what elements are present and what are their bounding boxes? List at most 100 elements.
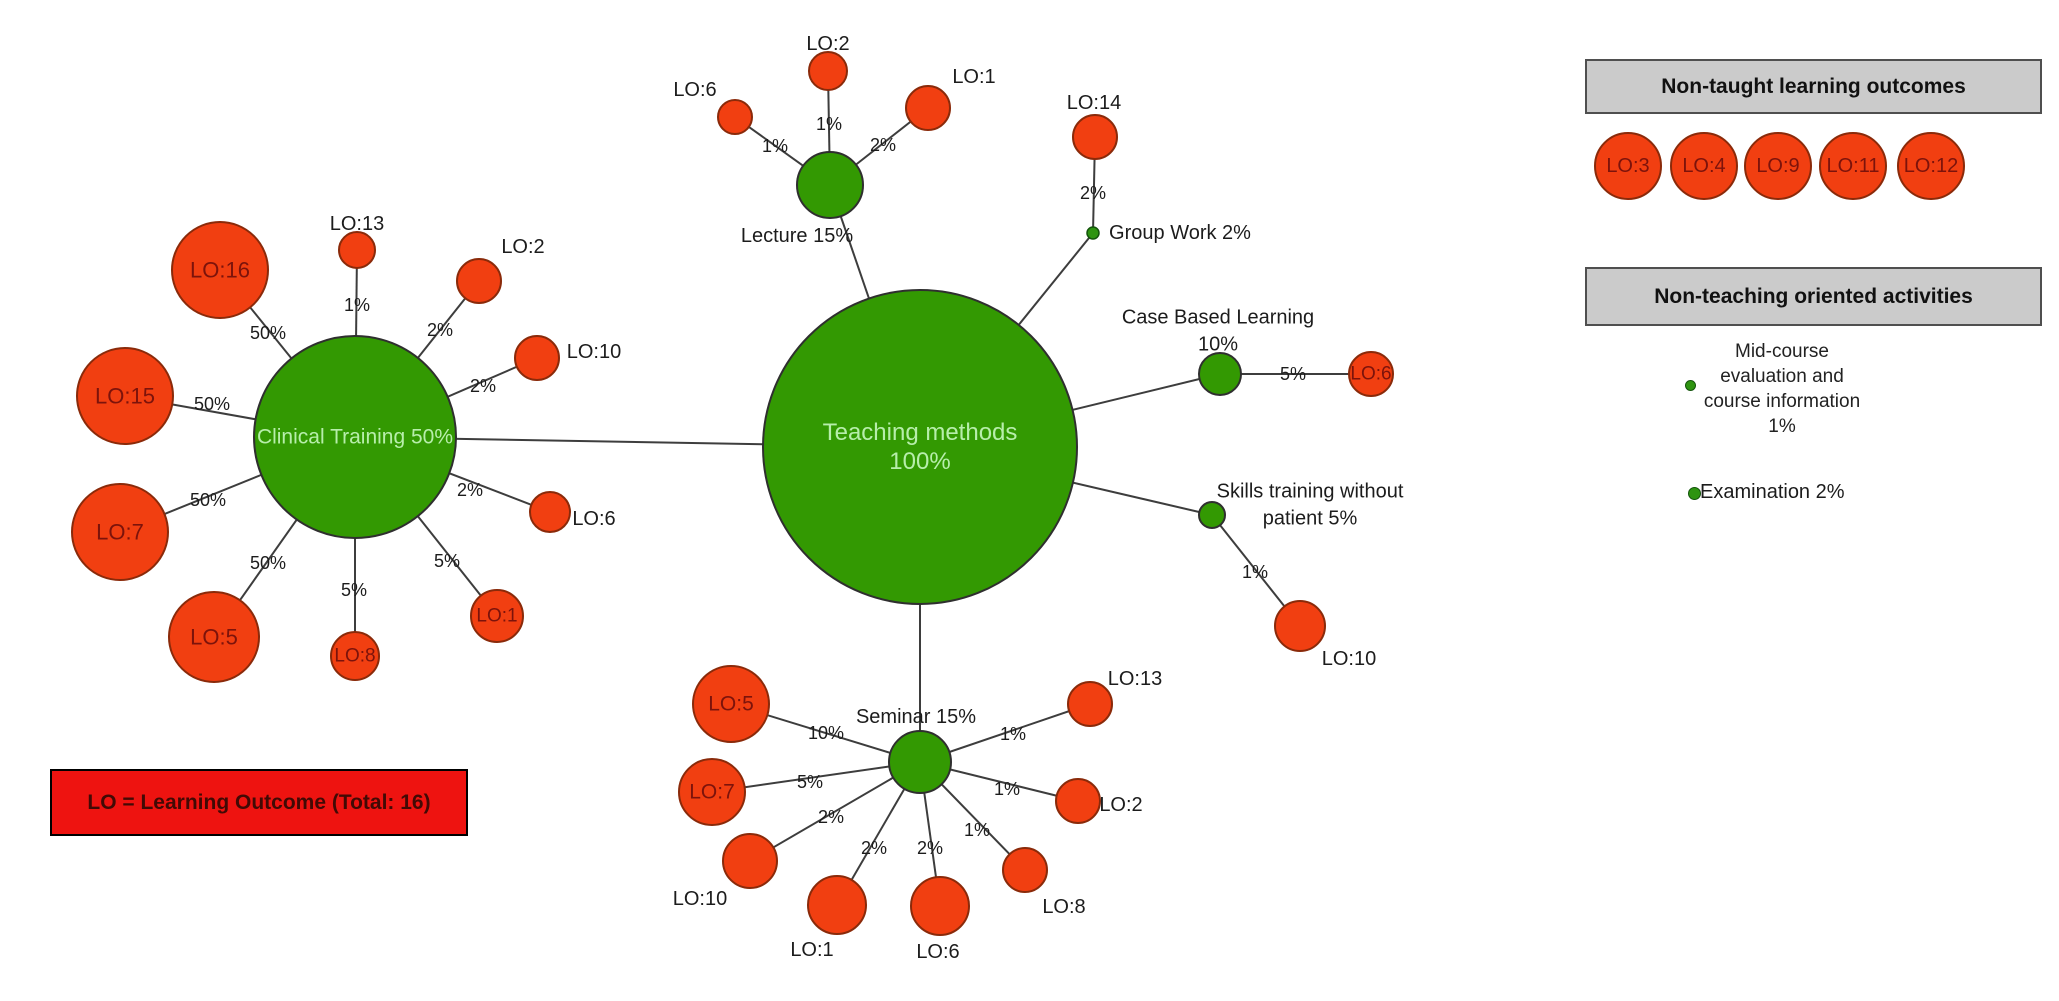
node-skills-label: Skills training without	[1217, 481, 1404, 503]
node-b_lo6-circle	[1348, 351, 1394, 397]
node-m_lo6-label: LO:6	[916, 941, 959, 963]
node-teaching-circle	[762, 289, 1078, 605]
node-m_lo8-label: LO:8	[1042, 896, 1085, 918]
node-c_lo8-label: LO:8	[334, 646, 375, 667]
node-m_lo10-circle	[722, 833, 778, 889]
node-m_lo7-circle	[678, 758, 746, 826]
node-m_lo6-circle	[910, 876, 970, 936]
node-l_lo2-circle	[808, 51, 848, 91]
midcourse-dot	[1685, 380, 1696, 391]
node-c_lo10-circle	[514, 335, 560, 381]
node-c_lo7-label: LO:7	[96, 520, 144, 545]
node-m_lo1-circle	[807, 875, 867, 935]
node-skills-circle	[1198, 501, 1226, 529]
node-groupwork-label: Group Work 2%	[1109, 222, 1251, 244]
edge-label-skills-s_lo10: 1%	[1242, 562, 1268, 582]
edge-label-clinical-c_lo5: 50%	[250, 553, 286, 573]
node-c_lo10-label: LO:10	[567, 341, 621, 363]
node-lecture-label: Lecture 15%	[741, 225, 854, 247]
edge-label-clinical-c_lo16: 50%	[250, 323, 286, 343]
node-m_lo8-circle	[1002, 847, 1048, 893]
node-c_lo6-circle	[529, 491, 571, 533]
node-c_lo13-circle	[338, 231, 376, 269]
node-g_lo14-circle	[1072, 114, 1118, 160]
non-taught-circle-label: LO:9	[1756, 154, 1800, 177]
node-c_lo1-circle	[470, 589, 524, 643]
node-m_lo5-circle	[692, 665, 770, 743]
midcourse-line-4: 1%	[1768, 416, 1796, 437]
node-m_lo1-label: LO:1	[790, 939, 833, 961]
non-teaching-activities-title: Non-teaching oriented activities	[1654, 284, 1973, 308]
edge-label-seminar-m_lo6: 2%	[917, 838, 943, 858]
node-m_lo10-label: LO:10	[673, 888, 727, 910]
midcourse-line-2: evaluation and	[1720, 366, 1844, 387]
node-l_lo6-label: LO:6	[673, 79, 716, 101]
edge-label-seminar-m_lo13: 1%	[1000, 724, 1026, 744]
edge-label-lecture-l_lo2: 1%	[816, 114, 842, 134]
node-teaching-label: Teaching methods	[823, 419, 1018, 446]
non-taught-circle-label: LO:11	[1826, 154, 1880, 177]
edge-seminar-m_lo7	[711, 761, 921, 793]
node-m_lo5-label: LO:5	[708, 693, 754, 716]
node-teaching-label: 100%	[889, 448, 950, 475]
edge-label-lecture-l_lo6: 1%	[762, 136, 788, 156]
node-lecture-circle	[796, 151, 864, 219]
edge-label-seminar-m_lo10: 2%	[818, 807, 844, 827]
node-groupwork-circle	[1086, 226, 1100, 240]
edge-label-clinical-c_lo6: 2%	[457, 480, 483, 500]
edge-label-clinical-c_lo7: 50%	[190, 490, 226, 510]
edge-label-clinical-c_lo13: 1%	[344, 295, 370, 315]
edge-label-clinical-c_lo10: 2%	[470, 376, 496, 396]
edge-label-seminar-m_lo8: 1%	[964, 820, 990, 840]
node-m_lo2-label: LO:2	[1099, 794, 1142, 816]
node-m_lo13-label: LO:13	[1108, 668, 1162, 690]
non-taught-outcomes-title: Non-taught learning outcomes	[1661, 74, 1966, 98]
edge-seminar-m_lo10	[749, 761, 921, 862]
node-c_lo1-label: LO:1	[476, 606, 517, 627]
non-teaching-activities-header: Non-teaching oriented activities	[1585, 267, 2042, 326]
node-g_lo14-label: LO:14	[1067, 92, 1121, 114]
node-l_lo1-circle	[905, 85, 951, 131]
non-taught-outcomes-header: Non-taught learning outcomes	[1585, 59, 2042, 114]
non-taught-circle-label: LO:4	[1682, 154, 1726, 177]
edge-label-clinical-c_lo2: 2%	[427, 320, 453, 340]
node-c_lo15-label: LO:15	[95, 384, 155, 409]
edge-label-lecture-l_lo1: 2%	[870, 135, 896, 155]
node-c_lo5-label: LO:5	[190, 625, 238, 650]
non-taught-circle-lo11: LO:11	[1819, 132, 1887, 200]
node-clinical-circle	[253, 335, 457, 539]
node-l_lo1-label: LO:1	[952, 66, 995, 88]
node-seminar-label: Seminar 15%	[856, 706, 976, 728]
node-c_lo16-circle	[171, 221, 269, 319]
node-cbl-circle	[1198, 352, 1242, 396]
node-m_lo2-circle	[1055, 778, 1101, 824]
edge-label-cbl-b_lo6: 5%	[1280, 364, 1306, 384]
legend-box: LO = Learning Outcome (Total: 16)	[50, 769, 468, 836]
node-c_lo16-label: LO:16	[190, 258, 250, 283]
node-c_lo8-circle	[330, 631, 380, 681]
edge-label-seminar-m_lo5: 10%	[808, 723, 844, 743]
node-l_lo6-circle	[717, 99, 753, 135]
node-m_lo13-circle	[1067, 681, 1113, 727]
node-c_lo6-label: LO:6	[572, 508, 615, 530]
node-c_lo2-label: LO:2	[501, 236, 544, 258]
non-taught-circle-label: LO:12	[1903, 154, 1959, 177]
node-c_lo15-circle	[76, 347, 174, 445]
node-clinical-label: Clinical Training 50%	[257, 426, 453, 449]
non-taught-circle-lo12: LO:12	[1897, 132, 1965, 200]
node-c_lo5-circle	[168, 591, 260, 683]
edge-label-groupwork-g_lo14: 2%	[1080, 183, 1106, 203]
non-taught-circle-lo9: LO:9	[1744, 132, 1812, 200]
node-l_lo2-label: LO:2	[806, 33, 849, 55]
examination-label: Examination 2%	[1700, 481, 1845, 503]
midcourse-evaluation-label: Mid-course evaluation and course informa…	[1662, 339, 1902, 439]
examination-dot	[1688, 487, 1701, 500]
node-c_lo2-circle	[456, 258, 502, 304]
non-taught-circle-label: LO:3	[1606, 154, 1650, 177]
node-s_lo10-label: LO:10	[1322, 648, 1376, 670]
node-c_lo13-label: LO:13	[330, 213, 384, 235]
edge-label-seminar-m_lo1: 2%	[861, 838, 887, 858]
midcourse-line-3: course information	[1703, 391, 1861, 412]
